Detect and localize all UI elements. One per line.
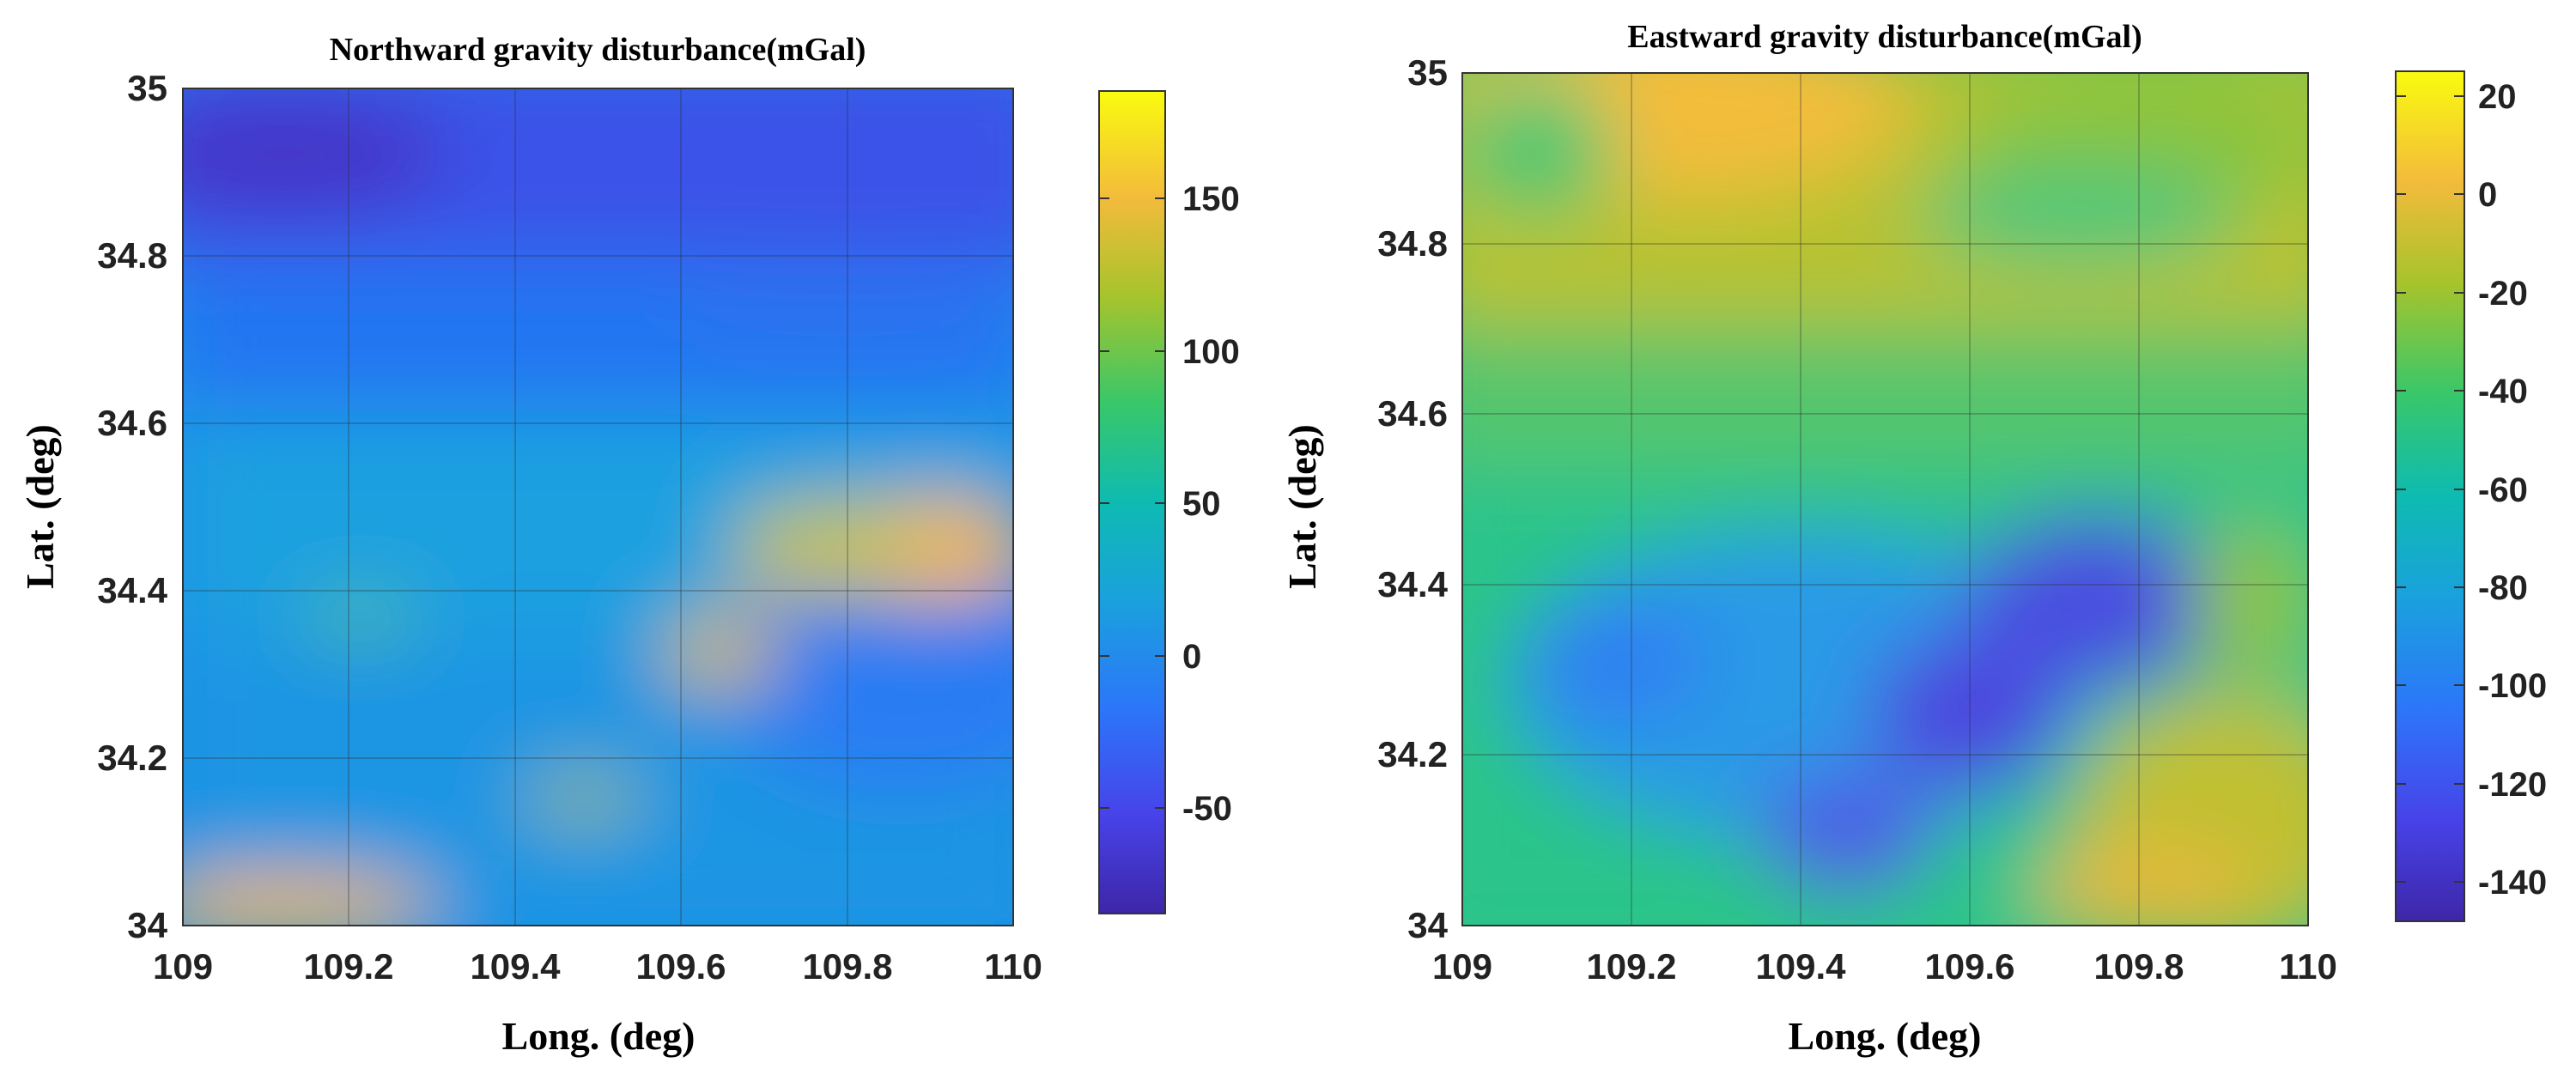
east-colorbar: -140 -120 -100 -80 -60 -40 -20 0 20: [2395, 70, 2547, 922]
north-colorbar-label: 150: [1182, 180, 1240, 218]
north-xtick: 109.8: [802, 946, 892, 987]
north-colorbar: -50 0 50 100 150: [1098, 90, 1240, 914]
east-colorbar-label: -100: [2478, 667, 2547, 705]
north-xtick: 109.6: [635, 946, 726, 987]
north-ylabel: Lat. (deg): [18, 424, 62, 589]
east-yticks: 34 34.2 34.4 34.6 34.8 35: [1377, 52, 1448, 945]
north-axes-box: [182, 88, 1014, 926]
north-ytick: 34: [127, 905, 167, 945]
east-axes-box: [1461, 72, 2309, 926]
north-gridlines: [183, 88, 1013, 926]
north-xtick: 109.4: [470, 946, 561, 987]
east-ytick: 34.6: [1377, 393, 1448, 434]
north-title: Northward gravity disturbance(mGal): [330, 32, 866, 68]
east-ytick: 34.4: [1377, 564, 1448, 604]
east-ylabel: Lat. (deg): [1280, 424, 1324, 589]
north-colorbar-label: 50: [1182, 485, 1221, 523]
east-colorbar-label: -80: [2478, 569, 2528, 607]
north-xtick: 109: [153, 946, 213, 987]
north-heatmap: [183, 88, 1013, 926]
east-colorbar-scale: [2395, 70, 2465, 922]
north-yticks: 34 34.2 34.4 34.6 34.8 35: [97, 68, 167, 945]
east-colorbar-label: 20: [2478, 78, 2517, 116]
east-ytick: 34: [1407, 905, 1448, 945]
north-ytick: 34.6: [97, 403, 167, 443]
north-panel: Northward gravity disturbance(mGal): [18, 32, 1240, 1058]
east-xticks: 109 109.2 109.4 109.6 109.8 110: [1432, 946, 2337, 987]
east-colorbar-label: -20: [2478, 275, 2528, 313]
north-colorbar-label: 0: [1182, 638, 1201, 676]
east-ytick: 34.2: [1377, 734, 1448, 774]
east-colorbar-ticks: [2396, 95, 2464, 883]
north-ytick: 35: [127, 68, 167, 108]
north-colorbar-scale: [1098, 90, 1166, 914]
east-ytick: 34.8: [1377, 223, 1448, 264]
east-xtick: 109: [1432, 946, 1492, 987]
east-colorbar-label: 0: [2478, 176, 2497, 214]
east-xtick: 109.2: [1586, 946, 1676, 987]
north-xticks: 109 109.2 109.4 109.6 109.8 110: [153, 946, 1042, 987]
north-xlabel: Long. (deg): [502, 1014, 696, 1058]
north-colorbar-label: -50: [1182, 790, 1232, 828]
north-xtick: 109.2: [303, 946, 393, 987]
north-ytick: 34.8: [97, 235, 167, 276]
east-xtick: 109.6: [1924, 946, 2014, 987]
east-colorbar-label: -120: [2478, 766, 2547, 804]
east-panel: Eastward gravity disturbance(mGal): [1280, 19, 2547, 1058]
north-xtick: 110: [984, 946, 1042, 987]
north-colorbar-ticks: [1099, 197, 1165, 809]
east-gridlines: [1462, 73, 2308, 926]
north-ytick: 34.2: [97, 738, 167, 778]
east-colorbar-label: -140: [2478, 864, 2547, 902]
east-xtick: 110: [2279, 946, 2337, 987]
east-heatmap: [1462, 73, 2308, 926]
east-ytick: 35: [1407, 52, 1448, 93]
north-ytick: 34.4: [97, 570, 167, 610]
east-colorbar-label: -40: [2478, 373, 2528, 410]
north-colorbar-label: 100: [1182, 333, 1240, 371]
east-colorbar-label: -60: [2478, 471, 2528, 509]
east-xtick: 109.8: [2093, 946, 2184, 987]
east-title: Eastward gravity disturbance(mGal): [1627, 19, 2142, 55]
east-xlabel: Long. (deg): [1789, 1014, 1982, 1058]
east-xtick: 109.4: [1755, 946, 1846, 987]
